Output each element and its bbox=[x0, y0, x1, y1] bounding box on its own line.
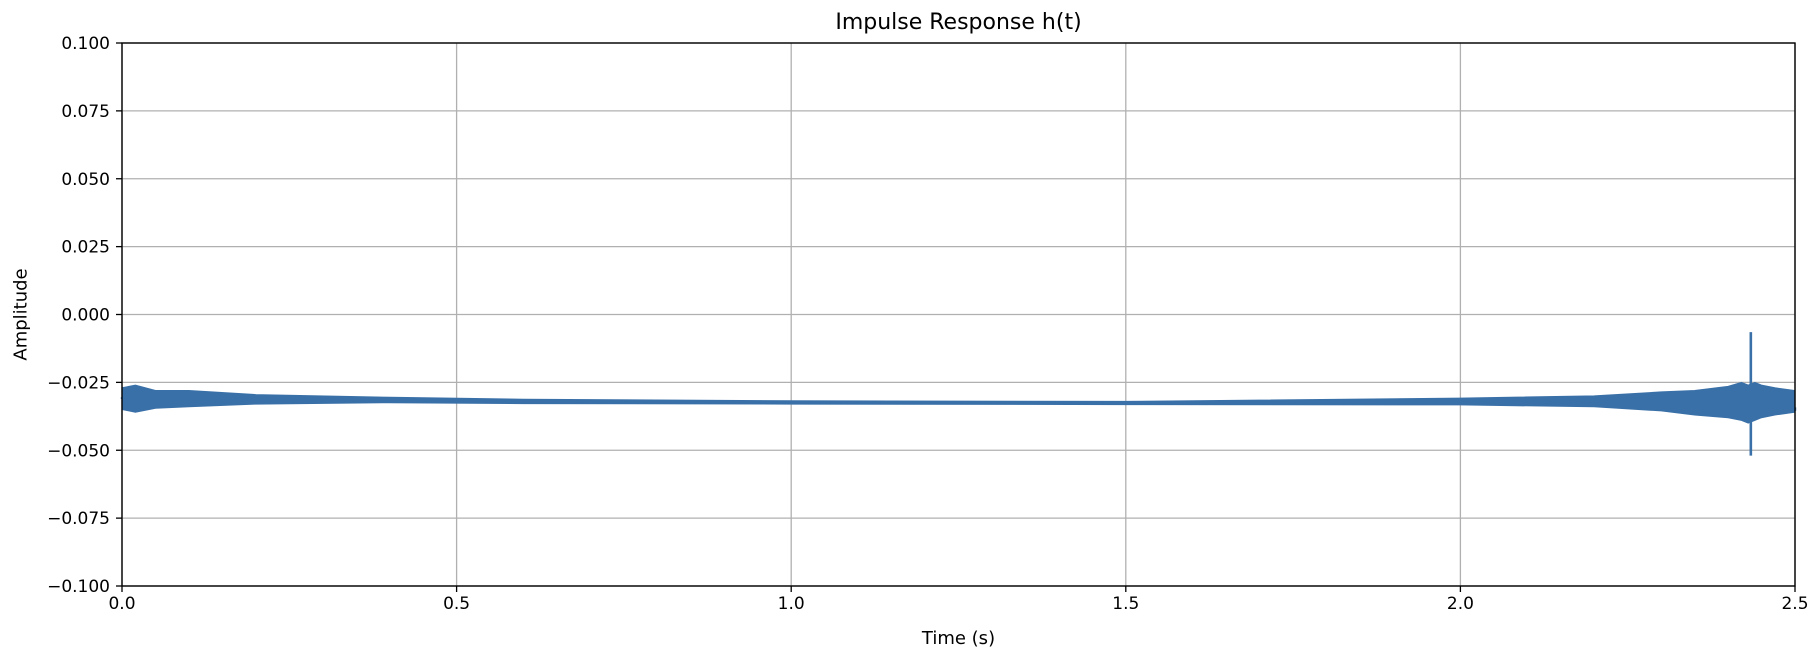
x-tick-label: 2.5 bbox=[1781, 594, 1808, 614]
y-tick-label: −0.025 bbox=[47, 373, 110, 393]
y-tick-label: 0.050 bbox=[61, 170, 110, 190]
y-tick-label: −0.100 bbox=[47, 577, 110, 597]
x-tick-label: 0.5 bbox=[443, 594, 470, 614]
x-tick-label: 1.5 bbox=[1112, 594, 1139, 614]
y-tick-label: 0.100 bbox=[61, 34, 110, 54]
y-tick-label: 0.025 bbox=[61, 238, 110, 258]
x-tick-label: 0.0 bbox=[108, 594, 135, 614]
x-tick-label: 1.0 bbox=[778, 594, 805, 614]
y-tick-label: 0.000 bbox=[61, 306, 110, 326]
y-axis-label: Amplitude bbox=[10, 268, 31, 360]
chart-title: Impulse Response h(t) bbox=[835, 10, 1081, 35]
y-tick-label: −0.050 bbox=[47, 441, 110, 461]
y-tick-label: 0.075 bbox=[61, 102, 110, 122]
axis-ticks: 0.0 0.5 1.0 1.5 2.0 2.5 0.100 0.075 0.050 0.025 0.… bbox=[47, 34, 1808, 614]
y-tick-label: −0.075 bbox=[47, 509, 110, 529]
x-tick-label: 2.0 bbox=[1447, 594, 1474, 614]
x-axis-label: Time (s) bbox=[921, 628, 995, 649]
